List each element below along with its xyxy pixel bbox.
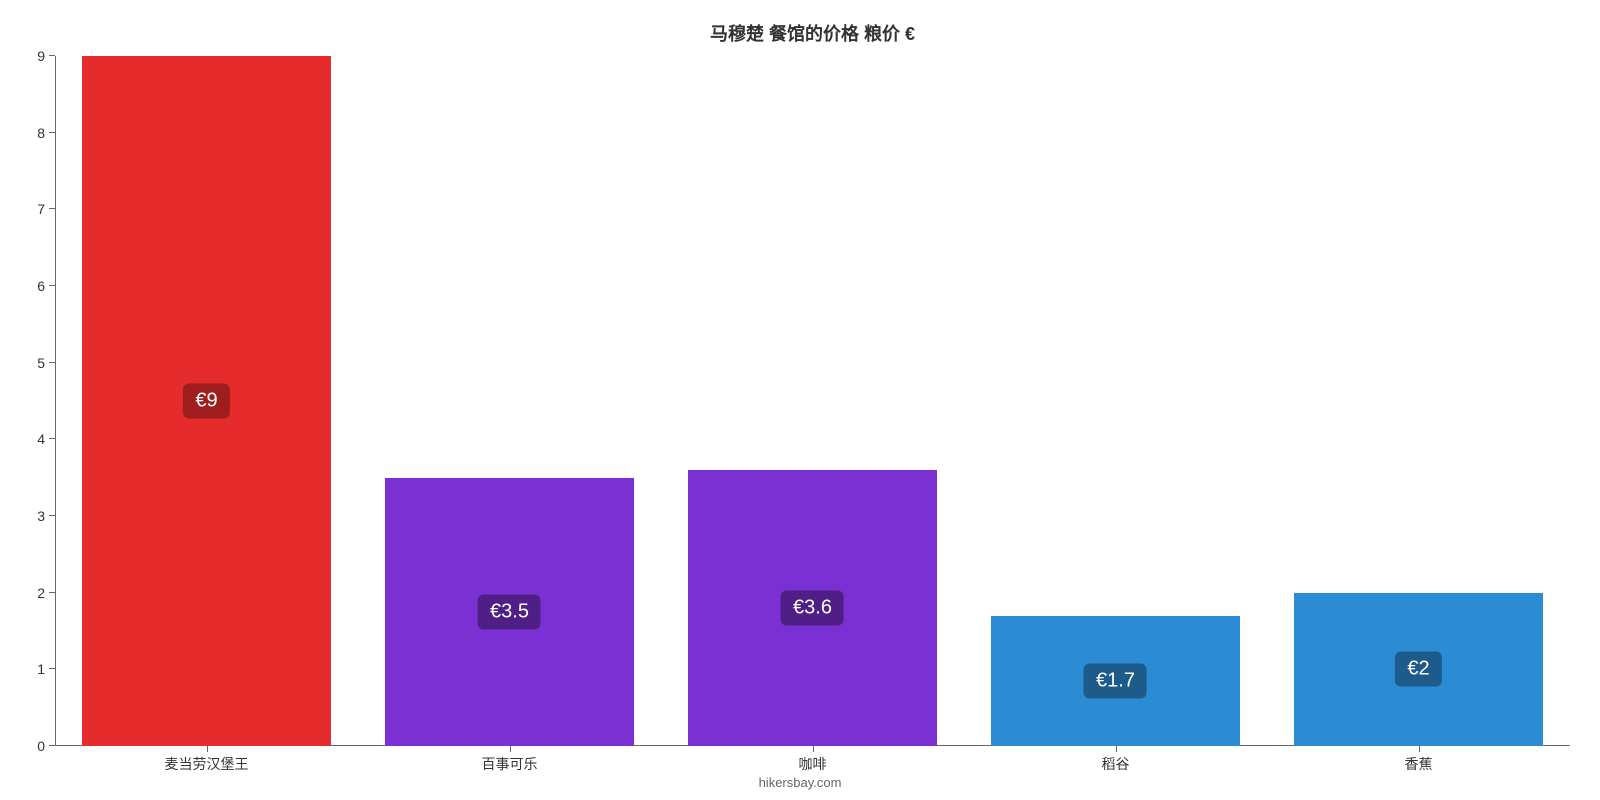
x-tick-mark	[510, 746, 511, 752]
value-badge: €9	[183, 384, 229, 419]
bar: €3.5	[385, 478, 633, 746]
value-badge: €2	[1395, 652, 1441, 687]
bar-slot: €1.7	[964, 56, 1267, 746]
y-tick-label: 4	[37, 431, 45, 447]
y-tick-label: 3	[37, 508, 45, 524]
x-axis-label: 香蕉	[1267, 754, 1570, 774]
bar: €9	[82, 56, 330, 746]
y-tick-label: 0	[37, 738, 45, 754]
x-axis-label: 百事可乐	[358, 754, 661, 774]
bar: €2	[1294, 593, 1542, 746]
y-axis: 0123456789	[45, 56, 55, 746]
x-axis-labels: 麦当劳汉堡王百事可乐咖啡稻谷香蕉	[55, 754, 1570, 774]
y-tick-label: 9	[37, 48, 45, 64]
value-badge: €3.6	[781, 591, 844, 626]
value-badge: €1.7	[1084, 663, 1147, 698]
x-tick-mark	[207, 746, 208, 752]
bar-slot: €9	[55, 56, 358, 746]
bar: €1.7	[991, 616, 1239, 746]
x-tick-mark	[1419, 746, 1420, 752]
y-tick-label: 7	[37, 201, 45, 217]
chart-title: 马穆楚 餐馆的价格 粮价 €	[55, 20, 1570, 46]
x-axis-label: 稻谷	[964, 754, 1267, 774]
bar: €3.6	[688, 470, 936, 746]
bar-slot: €3.6	[661, 56, 964, 746]
y-tick-label: 8	[37, 125, 45, 141]
x-axis-label: 麦当劳汉堡王	[55, 754, 358, 774]
bar-slot: €3.5	[358, 56, 661, 746]
y-tick-label: 2	[37, 585, 45, 601]
y-tick-label: 6	[37, 278, 45, 294]
y-tick-label: 5	[37, 355, 45, 371]
value-badge: €3.5	[478, 594, 541, 629]
plot-area: 0123456789 €9€3.5€3.6€1.7€2 麦当劳汉堡王百事可乐咖啡…	[55, 56, 1570, 746]
bars-group: €9 €3.5 €3.6 €1.7 €2	[55, 56, 1570, 746]
y-tick-label: 1	[37, 661, 45, 677]
x-tick-mark	[813, 746, 814, 752]
chart-footer: hikersbay.com	[0, 775, 1600, 790]
x-tick-mark	[1116, 746, 1117, 752]
bar-slot: €2	[1267, 56, 1570, 746]
chart-container: 马穆楚 餐馆的价格 粮价 € 0123456789 €9€3.5€3.6€1.7…	[0, 0, 1600, 800]
x-axis-label: 咖啡	[661, 754, 964, 774]
